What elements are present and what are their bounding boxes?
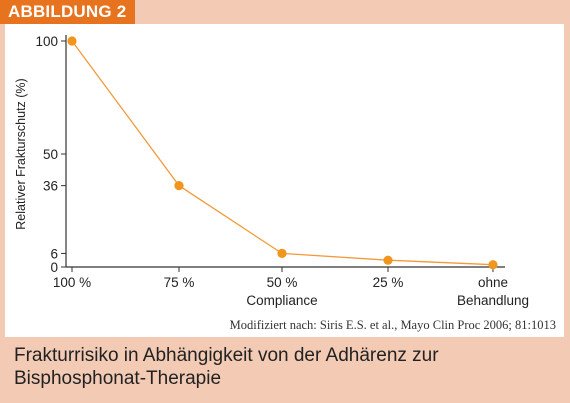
series-line bbox=[71, 40, 494, 266]
y-tick-label: 100 bbox=[35, 34, 58, 49]
x-tick-label: 50 % bbox=[267, 275, 298, 290]
y-tick-label: 50 bbox=[43, 147, 58, 162]
data-point bbox=[488, 260, 498, 270]
y-tick-label: 0 bbox=[50, 260, 58, 275]
y-tick-label: 36 bbox=[43, 179, 58, 194]
x-tick-label: 75 % bbox=[164, 275, 195, 290]
x-tick-label: 100 % bbox=[53, 275, 91, 290]
x-tick-label: ohne Behandlung bbox=[457, 275, 529, 308]
chart-panel: 100 50 36 6 0 100 % 75 % 50 % 25 % ohne Behandlung… bbox=[5, 24, 564, 337]
data-point bbox=[277, 248, 287, 258]
source-note: Modifiziert nach: Siris E.S. et al., May… bbox=[229, 318, 556, 332]
data-point bbox=[174, 181, 184, 191]
data-point bbox=[67, 36, 77, 46]
y-axis-title: Relativer Frakturschutz (%) bbox=[14, 78, 28, 229]
x-axis-title: Compliance bbox=[246, 293, 317, 308]
y-tick-label: 6 bbox=[50, 246, 58, 261]
x-tick-label: 25 % bbox=[373, 275, 404, 290]
caption-line-2: Bisphosphonat-Therapie bbox=[14, 368, 222, 389]
caption-line-1: Frakturrisiko in Abhängigkeit von der Ad… bbox=[14, 345, 439, 366]
data-point bbox=[383, 255, 393, 265]
figure-caption: Frakturrisiko in Abhängigkeit von der Ad… bbox=[14, 344, 560, 390]
figure-label: ABBILDUNG 2 bbox=[0, 0, 136, 24]
